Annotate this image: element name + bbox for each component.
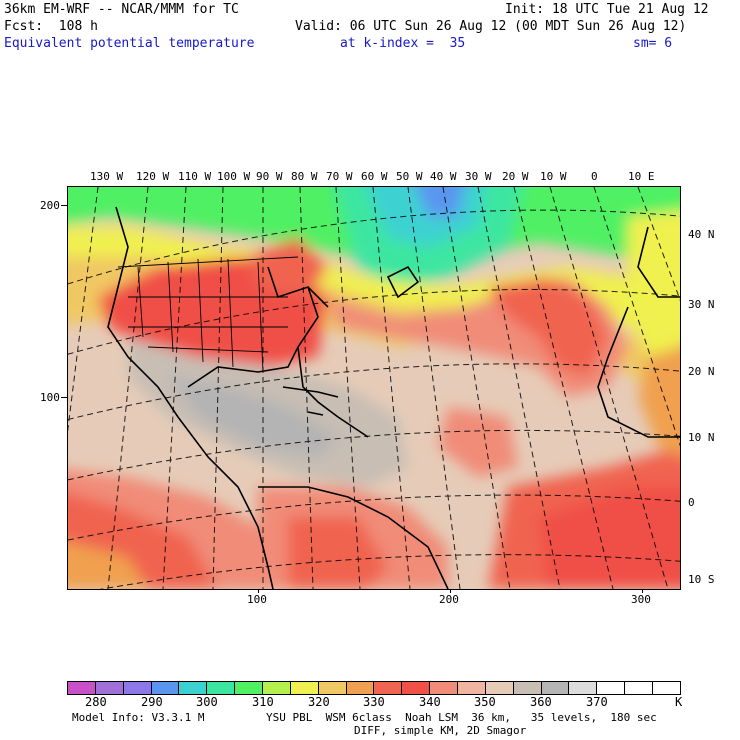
x-axis-label: 300 — [631, 593, 651, 606]
color-swatch — [513, 682, 542, 694]
scale-label: 300 — [196, 695, 218, 709]
physics-info: YSU PBL WSM 6class Noah LSM 36 km, 35 le… — [266, 711, 657, 724]
scale-label: 330 — [363, 695, 385, 709]
color-swatch — [541, 682, 570, 694]
scale-label: 370 — [586, 695, 608, 709]
init-time: Init: 18 UTC Tue 21 Aug 12 — [505, 2, 709, 17]
smoothing: sm= 6 — [633, 36, 673, 51]
theta-e-map — [68, 187, 680, 589]
color-swatch — [346, 682, 375, 694]
color-swatch — [318, 682, 347, 694]
lon-label: 50 W — [396, 170, 423, 183]
map-panel — [67, 186, 681, 590]
scale-label: 290 — [141, 695, 163, 709]
color-swatch — [569, 682, 598, 694]
lon-label: 100 W — [217, 170, 251, 183]
color-swatch — [485, 682, 514, 694]
color-swatch — [179, 682, 208, 694]
lon-label: 0 — [591, 170, 598, 183]
field-name: Equivalent potential temperature — [4, 36, 255, 51]
color-swatch — [263, 682, 291, 694]
scale-unit: K — [675, 695, 683, 709]
scale-label: 310 — [252, 695, 274, 709]
color-scale-bar — [67, 681, 681, 695]
lon-label: 10 E — [628, 170, 655, 183]
color-swatch — [430, 682, 459, 694]
model-info: Model Info: V3.3.1 M — [72, 711, 205, 724]
color-swatch — [123, 682, 152, 694]
color-swatch — [151, 682, 180, 694]
lon-label: 30 W — [465, 170, 492, 183]
color-swatch — [207, 682, 236, 694]
y-axis-label: 200 — [40, 199, 60, 212]
color-swatch — [653, 682, 680, 694]
lon-label: 80 W — [291, 170, 318, 183]
lon-label: 60 W — [361, 170, 388, 183]
x-axis-label: 100 — [247, 593, 267, 606]
lon-label: 130 W — [90, 170, 124, 183]
color-swatch — [95, 682, 124, 694]
y-axis-label: 100 — [40, 391, 60, 404]
lon-label: 20 W — [502, 170, 529, 183]
scale-label: 350 — [474, 695, 496, 709]
color-swatch — [625, 682, 654, 694]
lon-label: 70 W — [326, 170, 353, 183]
forecast-hour: Fcst: 108 h — [4, 19, 98, 34]
diffusion-info: DIFF, simple KM, 2D Smagor — [354, 724, 527, 737]
scale-label: 340 — [419, 695, 441, 709]
color-swatch — [458, 682, 486, 694]
lon-label: 40 W — [430, 170, 457, 183]
lat-label: 10 N — [688, 431, 715, 444]
scale-label: 360 — [530, 695, 552, 709]
lat-label: 20 N — [688, 365, 715, 378]
model-title: 36km EM-WRF -- NCAR/MMM for TC — [4, 2, 239, 17]
lat-label: 30 N — [688, 298, 715, 311]
scale-label: 280 — [85, 695, 107, 709]
color-swatch — [68, 682, 96, 694]
lon-label: 90 W — [256, 170, 283, 183]
lat-label: 40 N — [688, 228, 715, 241]
scale-label: 320 — [308, 695, 330, 709]
lat-label: 0 — [688, 496, 695, 509]
lon-label: 10 W — [540, 170, 567, 183]
lat-label: 10 S — [688, 573, 715, 586]
color-swatch — [235, 682, 264, 694]
x-axis-label: 200 — [439, 593, 459, 606]
color-swatch — [597, 682, 626, 694]
lon-label: 110 W — [178, 170, 212, 183]
color-swatch — [402, 682, 431, 694]
valid-time: Valid: 06 UTC Sun 26 Aug 12 (00 MDT Sun … — [295, 19, 687, 34]
color-swatch — [290, 682, 319, 694]
lon-label: 120 W — [136, 170, 170, 183]
k-index: at k-index = 35 — [340, 36, 466, 51]
color-swatch — [374, 682, 403, 694]
